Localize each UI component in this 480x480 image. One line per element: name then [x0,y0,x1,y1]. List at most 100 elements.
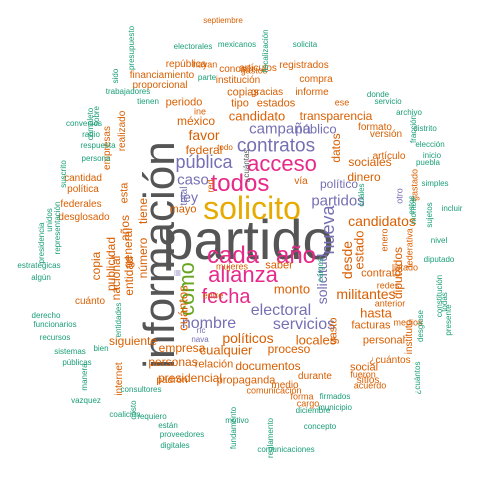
word-91: cuánto [74,296,106,307]
word-66: social [349,361,379,374]
word-177: diputado [423,255,455,264]
word-23: ley [180,189,198,205]
word-128: presupuesto [127,25,136,71]
word-189: fundamento [229,406,238,450]
word-127: solicita [292,40,318,49]
word-172: concepto [303,422,337,431]
word-65: facturas [351,319,391,332]
word-174: firmados [319,392,351,401]
word-169: digitales [160,441,190,450]
word-97: forma [290,391,314,402]
word-160: públicas [62,358,92,367]
word-98: cargo [296,398,320,409]
word-76: artículos [239,63,277,74]
word-2: solicito [203,190,301,226]
word-102: medios [393,317,423,328]
word-47: empresa [158,341,206,355]
word-79: república [165,59,207,70]
word-126: mexicanos [217,40,257,49]
word-73: gracias [250,87,284,98]
word-170: comunicaciones [257,445,315,454]
word-105: listado [391,262,419,273]
word-106: enero [379,228,390,252]
word-156: funcionarios [33,320,77,329]
word-115: ¿cuántos [369,355,411,366]
word-139: radio [82,130,100,139]
word-38: políticos [222,330,274,346]
word-161: manera [80,363,89,391]
word-39: locales [295,332,337,348]
word-59: datos [329,133,343,163]
word-70: vía [294,176,308,187]
word-100: acuerdo [353,380,387,391]
word-142: persona [81,154,111,163]
word-182: ¿cuántos [413,361,422,395]
word-118: iii [172,270,183,276]
word-110: mujeres [215,261,249,272]
word-154: algún [31,273,51,282]
word-168: proveedores [159,430,205,439]
word-120: nava [191,335,209,344]
word-159: sistemas [54,347,86,356]
word-55: esta [118,182,131,204]
word-130: parte [197,73,217,82]
word-178: nivel [430,236,448,245]
word-85: realizado [117,110,128,152]
word-133: trabajadores [105,87,151,96]
word-143: distrito [413,124,437,133]
word-72: copias [227,86,259,99]
word-13: nombre [181,315,237,332]
word-71: periodo [165,96,203,109]
word-74: informe [295,87,329,98]
word-165: coalición [109,410,141,419]
word-26: candidato [228,108,286,124]
word-10: contratos [236,135,316,157]
word-176: incluir [441,204,463,213]
word-78: financiamiento [129,70,195,81]
word-180: presente [444,304,453,336]
word-30: méxico [176,114,216,128]
word-116: ¿cuántas [242,149,251,183]
word-151: representación [53,201,62,255]
word-83: gastos [240,65,268,76]
word-61: dinero [347,170,381,184]
word-144: elección [415,140,445,149]
word-138: convenios [65,119,103,128]
word-41: proceso [267,342,311,356]
word-40: cualquier [199,342,253,358]
word-28: tipo [231,97,249,110]
word-148: suscrito [59,160,68,188]
word-124: septiembre [203,16,243,25]
word-141: respuesta [80,141,116,150]
word-111: entre [202,290,224,301]
word-163: consultores [120,385,162,394]
word-44: presidencial [157,371,223,385]
word-186: estos [407,195,416,215]
word-29: estados [256,97,296,110]
word-4: año [275,242,317,269]
word-99: fueron [350,369,376,380]
word-62: contrato [361,267,401,280]
word-175: diciembre [295,406,331,415]
word-37: hasta [360,305,392,321]
word-87: federales [60,199,102,210]
word-187: cuáles [357,183,366,207]
word-45: relación [194,358,234,371]
word-3: cada [206,242,260,269]
word-158: recursos [39,333,71,342]
word-14: servicios [272,316,336,333]
word-132: servicio [374,97,402,106]
word-166: requiero [137,412,167,421]
word-58: cuántos [175,285,191,331]
word-24: favor [188,127,220,143]
word-0: partido [162,208,334,271]
word-27: transparencia [299,109,373,123]
word-185: sujetos [425,202,434,228]
word-119: rfc [196,326,206,335]
word-181: desglose [416,309,425,343]
word-8: todos [210,170,270,197]
word-36: saber [265,259,293,272]
word-5: alianza [208,262,278,287]
word-129: fiscalización [261,29,270,73]
